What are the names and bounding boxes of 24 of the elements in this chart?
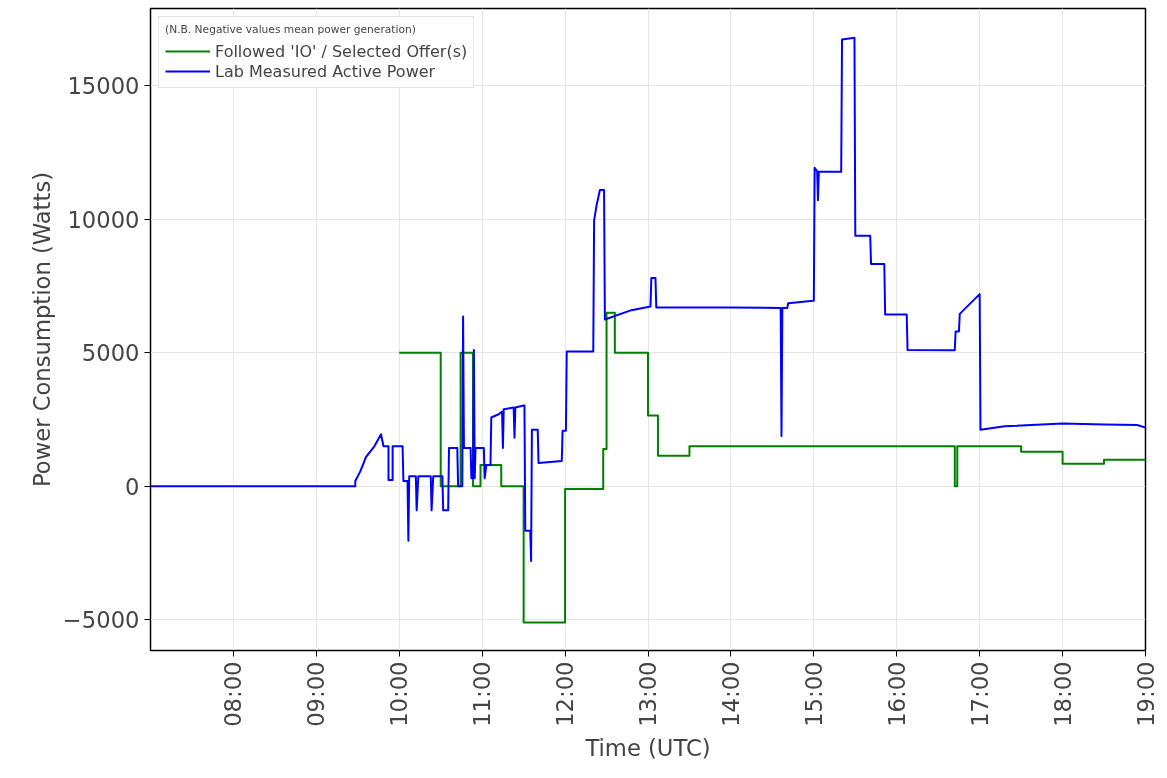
x-tick-label: 14:00 — [717, 661, 744, 727]
x-tick-label: 12:00 — [552, 661, 579, 727]
y-tick-label: −5000 — [62, 607, 140, 634]
x-tick-label: 17:00 — [966, 661, 993, 727]
line-series — [398, 311, 1146, 624]
x-tick-label: 13:00 — [635, 661, 661, 727]
x-tick-label: 15:00 — [800, 661, 827, 727]
x-tick-label: 09:00 — [303, 661, 330, 727]
line-series — [150, 36, 1146, 563]
y-tick-label: 10000 — [67, 206, 140, 233]
x-tick-label: 19:00 — [1132, 661, 1159, 727]
x-tick-label: 11:00 — [469, 661, 496, 727]
x-tick-label: 08:00 — [220, 661, 247, 727]
y-tick-label: 15000 — [67, 73, 140, 100]
legend-title: (N.B. Negative values mean power generation) — [165, 23, 417, 36]
x-tick-label: 16:00 — [883, 661, 910, 727]
x-tick-label: 18:00 — [1049, 661, 1076, 727]
y-tick-label: 5000 — [81, 340, 140, 367]
x-axis-title: Time (UTC) — [584, 734, 711, 761]
legend-label: Followed 'IO' / Selected Offer(s) — [215, 41, 468, 61]
legend-label: Lab Measured Active Power — [215, 61, 436, 81]
y-axis-title: Power Consumption (Watts) — [28, 171, 55, 488]
y-tick-label: 0 — [125, 473, 140, 500]
x-tick-label: 10:00 — [386, 661, 413, 727]
